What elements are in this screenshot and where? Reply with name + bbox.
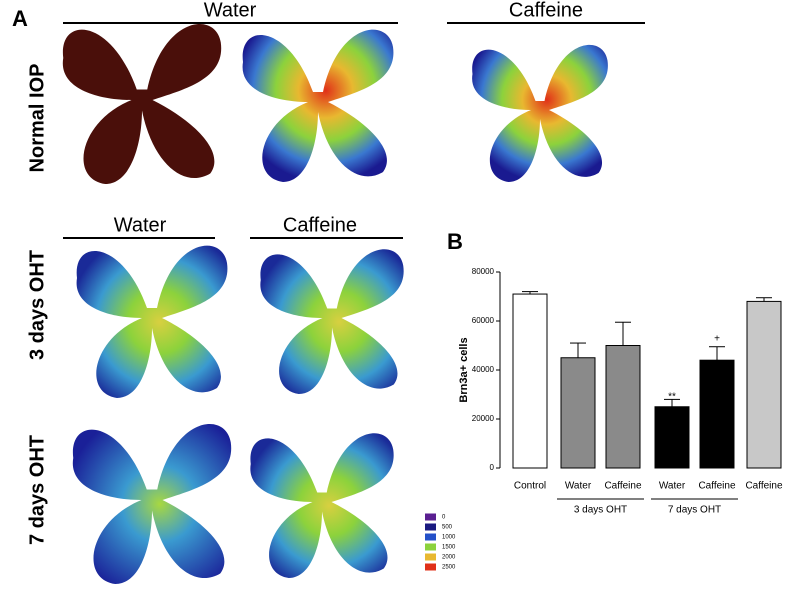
y-tick-label: 80000 <box>472 267 495 276</box>
bar <box>746 300 782 469</box>
bar <box>560 357 596 469</box>
retina-image <box>76 245 228 398</box>
heatmap-legend: 0 500 1000 1500 2000 2500 <box>425 513 456 571</box>
significance-mark: ** <box>668 391 676 402</box>
legend-swatch <box>425 513 436 521</box>
y-axis-label: Brn3a+ cells <box>458 337 470 402</box>
retina-image <box>260 249 404 394</box>
bar <box>654 406 690 469</box>
panel-label: A <box>12 6 28 31</box>
panel-label: B <box>447 229 463 254</box>
bar <box>699 359 735 469</box>
retina-image <box>72 423 232 584</box>
column-header: Water <box>114 214 167 236</box>
legend-label: 2500 <box>442 565 456 571</box>
legend-swatch <box>425 523 436 531</box>
x-tick-label: Water <box>565 481 592 492</box>
y-tick-label: 60000 <box>472 316 495 325</box>
x-tick-label: Caffeine <box>745 481 783 492</box>
legend-swatch <box>425 543 436 551</box>
legend-label: 1500 <box>442 545 456 551</box>
column-header: Caffeine <box>283 214 357 236</box>
column-header: Caffeine <box>509 0 583 21</box>
y-tick-label: 20000 <box>472 414 495 423</box>
bar <box>512 293 548 469</box>
legend-swatch <box>425 563 436 571</box>
legend-label: 1000 <box>442 535 456 541</box>
row-label: Normal IOP <box>26 64 48 173</box>
legend-swatch <box>425 553 436 561</box>
row-label: 3 days OHT <box>26 250 48 360</box>
y-tick-label: 0 <box>490 463 495 472</box>
legend-label: 2000 <box>442 555 456 561</box>
retina-image <box>250 433 394 578</box>
retina-image <box>62 23 222 185</box>
x-tick-label: Control <box>514 481 546 492</box>
retina-image <box>242 29 394 182</box>
significance-mark: + <box>714 333 720 344</box>
column-header: Water <box>204 0 257 21</box>
group-label: 3 days OHT <box>574 505 627 516</box>
legend-swatch <box>425 533 436 541</box>
x-tick-label: Caffeine <box>604 481 642 492</box>
x-tick-label: Water <box>659 481 686 492</box>
group-label: 7 days OHT <box>668 505 721 516</box>
legend-label: 0 <box>442 515 446 521</box>
bar-chart: B Brn3a+ cells 0 20000 40000 60000 80000 Contro… <box>447 229 783 516</box>
retina-image <box>472 44 608 183</box>
legend-label: 500 <box>442 525 453 531</box>
x-tick-label: Caffeine <box>698 481 736 492</box>
y-tick-label: 40000 <box>472 365 495 374</box>
row-label: 7 days OHT <box>26 435 48 545</box>
bar <box>605 345 641 469</box>
